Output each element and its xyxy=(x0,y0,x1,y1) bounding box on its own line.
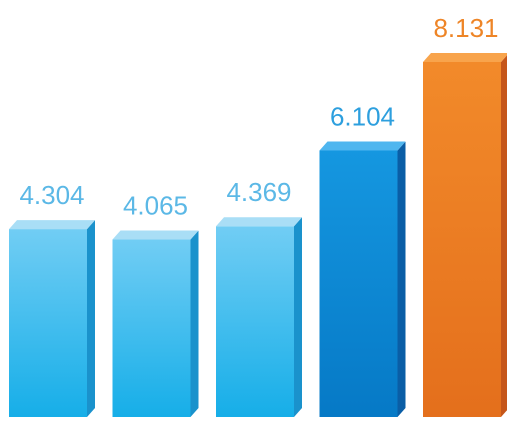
bar-front-face xyxy=(423,62,501,417)
bar-2 xyxy=(112,230,199,417)
bar-5 xyxy=(423,53,507,417)
bar-top-face xyxy=(216,217,302,227)
bar-top-face xyxy=(9,220,95,230)
bar-top-face xyxy=(319,141,406,151)
bar-top-face xyxy=(112,230,199,240)
value-label-1: 4.304 xyxy=(19,180,84,210)
bar-side-face xyxy=(501,55,507,417)
bar-1 xyxy=(9,220,95,417)
value-label-5: 8.131 xyxy=(433,13,498,43)
value-label-3: 4.369 xyxy=(226,177,291,207)
value-label-4: 6.104 xyxy=(330,101,395,131)
bar-4 xyxy=(319,141,406,417)
bars-layer xyxy=(9,53,507,417)
bar-top-face xyxy=(423,53,507,62)
bar-front-face xyxy=(216,226,294,417)
bar-side-face xyxy=(190,230,199,417)
bar-front-face xyxy=(319,150,398,417)
bar-front-face xyxy=(112,239,191,417)
bar-side-face xyxy=(87,220,95,417)
bar-3 xyxy=(216,217,302,417)
bar-side-face xyxy=(294,217,302,417)
value-labels-layer: 4.304 4.065 4.369 6.104 8.131 xyxy=(19,13,498,221)
bar-side-face xyxy=(397,141,406,417)
value-label-2: 4.065 xyxy=(123,191,188,221)
bar-front-face xyxy=(9,229,87,417)
